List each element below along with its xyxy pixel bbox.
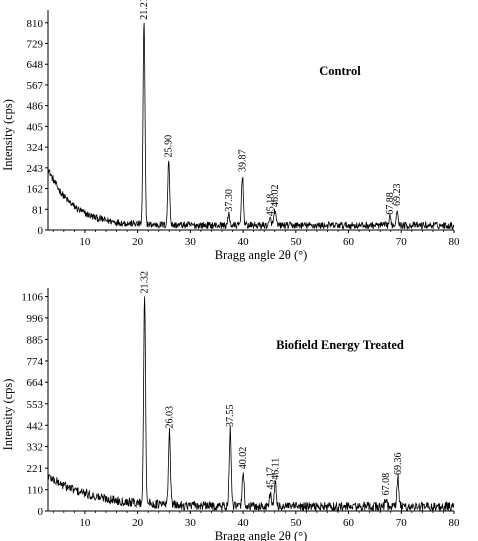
peak-label: 67.08 <box>381 473 392 496</box>
x-axis-title: Bragg angle 2θ (°) <box>215 529 308 541</box>
y-tick-label: 442 <box>27 420 44 432</box>
x-tick-label: 80 <box>449 517 461 529</box>
x-tick-label: 70 <box>396 236 408 248</box>
peak-label: 21.21 <box>139 0 150 20</box>
x-tick-label: 30 <box>185 517 197 529</box>
y-tick-label: 885 <box>27 334 44 346</box>
peak-label: 46.11 <box>270 458 281 480</box>
peak-label: 46.02 <box>270 185 281 208</box>
y-tick-label: 110 <box>27 485 44 497</box>
x-tick-label: 60 <box>343 236 355 248</box>
y-tick-label: 324 <box>27 142 44 154</box>
xrd-trace <box>47 22 455 231</box>
y-tick-label: 567 <box>27 80 44 92</box>
y-tick-label: 486 <box>27 101 44 113</box>
x-tick-label: 50 <box>290 517 302 529</box>
y-tick-label: 243 <box>27 163 44 175</box>
y-tick-label: 0 <box>38 225 44 237</box>
peak-label: 40.02 <box>238 447 249 469</box>
y-tick-label: 162 <box>27 184 44 196</box>
y-axis-title: Intensity (cps) <box>1 379 15 451</box>
y-axis-title: Intensity (cps) <box>1 99 15 171</box>
peak-label: 45.17 <box>265 467 276 490</box>
x-tick-label: 30 <box>185 236 197 248</box>
peak-label: 45.18 <box>265 194 276 217</box>
x-tick-label: 50 <box>290 236 302 248</box>
x-axis-title: Bragg angle 2θ (°) <box>215 248 308 262</box>
y-tick-label: 810 <box>27 18 44 30</box>
y-tick-label: 332 <box>27 442 44 454</box>
y-tick-label: 996 <box>27 313 44 325</box>
x-tick-label: 10 <box>79 236 91 248</box>
x-tick-label: 40 <box>238 517 250 529</box>
peak-label: 25.90 <box>164 135 175 158</box>
y-tick-label: 0 <box>38 506 44 518</box>
x-tick-label: 20 <box>132 517 144 529</box>
peak-label: 69.23 <box>392 184 403 207</box>
peak-label: 26.03 <box>164 406 175 429</box>
control-panel: 10 20 30 40 50 60 70 80 0 81 162 243 324 405 486 567 648… <box>1 0 460 262</box>
panel-title: Control <box>319 64 361 78</box>
xrd-trace <box>47 296 455 513</box>
treated-panel: 10 20 30 40 50 60 70 80 0 110 221 332 442 553 664 774 88… <box>1 271 460 541</box>
peak-label: 21.32 <box>140 271 151 294</box>
peak-label: 67.88 <box>385 192 396 215</box>
peak-label: 37.30 <box>224 189 235 212</box>
peak-label: 37.55 <box>225 404 236 427</box>
y-tick-label: 81 <box>32 204 43 216</box>
x-tick-label: 10 <box>79 517 91 529</box>
y-tick-label: 729 <box>27 39 44 51</box>
x-tick-label: 40 <box>238 236 250 248</box>
y-tick-label: 405 <box>27 121 44 133</box>
y-tick-label: 648 <box>27 59 44 71</box>
peak-label: 39.87 <box>237 150 248 173</box>
y-tick-label: 664 <box>27 377 44 389</box>
x-tick-label: 70 <box>396 517 408 529</box>
y-tick-label: 774 <box>27 356 44 368</box>
y-tick-label: 553 <box>27 399 44 411</box>
panel-title: Biofield Energy Treated <box>276 338 404 352</box>
y-tick-label: 1106 <box>21 292 43 304</box>
x-tick-label: 80 <box>449 236 461 248</box>
x-tick-label: 20 <box>132 236 144 248</box>
y-tick-label: 221 <box>27 463 44 475</box>
peak-label: 69.36 <box>393 453 404 476</box>
x-tick-label: 60 <box>343 517 355 529</box>
